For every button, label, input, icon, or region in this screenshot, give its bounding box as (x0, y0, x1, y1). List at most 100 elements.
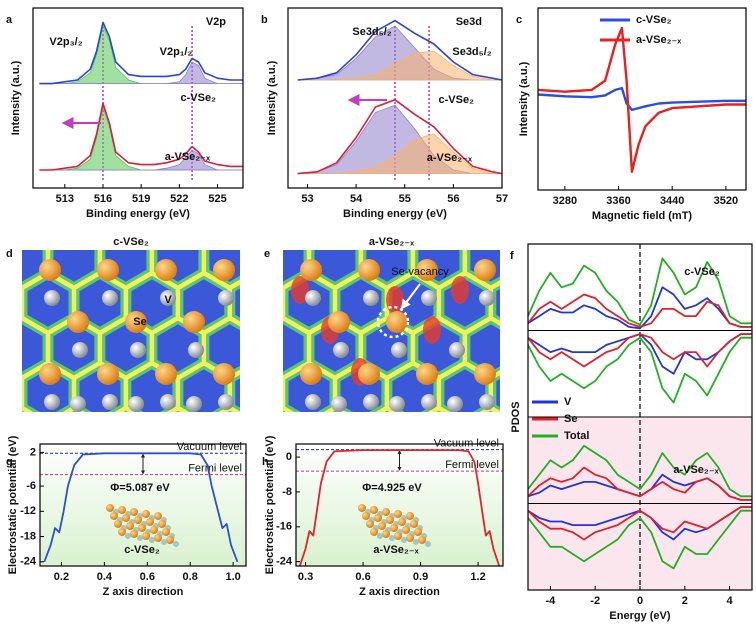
v-atom (447, 396, 463, 412)
crystal-atom (413, 539, 419, 545)
plot-frame (527, 243, 753, 591)
x-tick-label: 0.2 (54, 571, 69, 583)
crystal-atom (398, 518, 406, 526)
legend-label: Se (564, 413, 577, 425)
x-axis-label: Magnetic field (mT) (592, 210, 693, 222)
crystal-atom (134, 516, 142, 524)
crystal-atom (149, 537, 155, 543)
v-atom (218, 290, 234, 306)
density-blob (451, 276, 469, 304)
peak-label: V2p₁/₂ (160, 46, 193, 58)
component-area (39, 24, 243, 84)
x-tick-label: 53 (301, 193, 313, 205)
crystal-atom (386, 516, 394, 524)
vacancy-marker (376, 305, 410, 339)
crystal-atom (402, 526, 410, 534)
se-atom (213, 259, 235, 281)
x-tick-label: 516 (94, 193, 112, 205)
charge-density-map (283, 250, 500, 412)
x-tick-label: 4 (727, 595, 734, 607)
v-atom (389, 396, 405, 412)
legend-label: a-VSe₂₋ₓ (636, 34, 682, 46)
v-atom (44, 394, 60, 410)
y-axis-label: Intensity (a.u.) (518, 61, 530, 136)
v-atom (479, 394, 495, 410)
se-atom (183, 311, 205, 333)
se-atom (39, 259, 61, 281)
crystal-atom (161, 539, 167, 545)
se-atom (358, 363, 380, 385)
crystal-atom (130, 530, 138, 538)
x-tick-label: 56 (447, 193, 459, 205)
series-line (527, 466, 752, 501)
level-label: Fermi level (445, 459, 499, 471)
v-atom (72, 342, 88, 358)
crystal-atom (374, 514, 382, 522)
crystal-atom (142, 510, 150, 518)
legend-label: c-VSe₂ (636, 14, 672, 26)
crystal-atom (158, 520, 166, 528)
se-atom (416, 259, 438, 281)
x-tick-label: 519 (132, 193, 150, 205)
x-tick-label: 0.8 (183, 571, 198, 583)
atom-label: V (164, 294, 172, 306)
crystal-atom (154, 512, 162, 520)
se-atom (39, 363, 61, 385)
se-atom (97, 259, 119, 281)
series-line (39, 102, 243, 171)
crystal-atom (394, 510, 402, 518)
se-atom (241, 311, 263, 333)
y-axis-label: PDOS (510, 401, 522, 432)
series-line (527, 506, 752, 541)
v-atom (44, 290, 60, 306)
crystal-atom (418, 536, 426, 544)
se-atom (67, 311, 89, 333)
x-tick-label: 0.9 (413, 571, 428, 583)
y-tick-label: 2 (30, 446, 36, 458)
x-tick-label: 54 (350, 193, 363, 205)
density-core (283, 250, 500, 412)
se-atom (97, 363, 119, 385)
v-atom (244, 396, 260, 412)
peak-label: Se3d₅/₂ (452, 46, 491, 58)
y-axis-label: Intensity (a.u.) (10, 60, 22, 135)
x-tick-label: 2 (682, 595, 688, 607)
crystal-atom (414, 528, 422, 536)
crystal-atom (118, 528, 126, 536)
component-area (297, 50, 502, 81)
series-line (537, 26, 746, 174)
panel-letter: c (516, 14, 522, 26)
x-tick-label: -2 (590, 595, 600, 607)
y-tick-label: -18 (20, 530, 36, 542)
crystal-atom (389, 535, 395, 541)
panel-title: Se3d (456, 16, 482, 28)
y-tick-label: -6 (26, 480, 36, 492)
x-axis-label: Z axis direction (103, 586, 184, 598)
crystal-atom (366, 520, 374, 528)
v-atom (331, 396, 347, 412)
x-tick-label: 0.6 (140, 571, 155, 583)
panel-letter: a (6, 14, 13, 26)
v-atom (188, 342, 204, 358)
atom-label: Se (133, 316, 146, 328)
plot-frame (287, 7, 503, 189)
density-core (22, 250, 240, 412)
crystal-atom (382, 508, 390, 516)
v-atom (186, 396, 202, 412)
y-tick-label: -16 (276, 521, 292, 533)
v-atom (333, 342, 349, 358)
legend-label: V (564, 396, 572, 408)
crystal-atom (166, 536, 174, 544)
series-line (527, 444, 752, 498)
se-atom (300, 259, 322, 281)
crystal-atom (142, 532, 150, 540)
panel-letter: d (6, 248, 13, 260)
level-label: Vacuum level (177, 441, 242, 453)
x-tick-label: 1.0 (225, 571, 240, 583)
se-atom (125, 311, 147, 333)
peak-label: Se3d₅/₂ (352, 26, 391, 38)
se-atom (155, 363, 177, 385)
crystal-atom (362, 512, 370, 520)
plot-frame (295, 443, 504, 567)
